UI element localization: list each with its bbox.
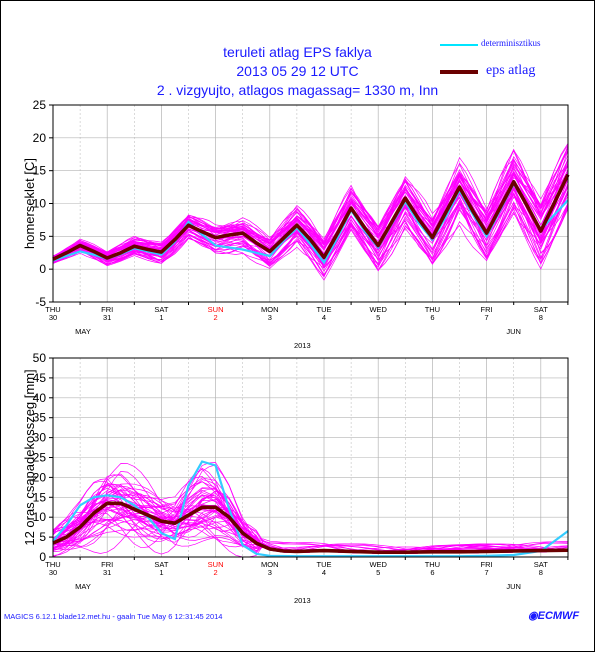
x-month-label-may: MAY	[75, 582, 91, 591]
ecmwf-globe-icon: ◉	[528, 610, 538, 622]
y-axis-label: homerseklet [C]	[22, 158, 37, 249]
x-day-label: THU	[45, 560, 60, 569]
x-month-label-jun: JUN	[506, 582, 521, 591]
x-year-label: 2013	[294, 341, 311, 350]
x-date-label: 6	[430, 568, 434, 577]
x-date-label: 8	[539, 568, 543, 577]
mean-series-line	[52, 501, 568, 555]
ensemble-member-line	[52, 467, 568, 554]
x-date-label: 3	[268, 313, 272, 322]
x-day-label: SUN	[208, 560, 224, 569]
ecmwf-logo-text: ECMWF	[537, 610, 580, 622]
y-tick-label: 15	[33, 164, 47, 178]
legend-deterministic-swatch	[440, 44, 478, 46]
x-date-label: 4	[322, 568, 326, 577]
ensemble-member-line	[52, 468, 568, 554]
x-date-label: 2	[214, 568, 218, 577]
ensemble-member-line	[52, 159, 569, 259]
x-day-label: THU	[425, 560, 440, 569]
ecmwf-logo: ◉ECMWF	[528, 609, 579, 622]
x-date-label: 7	[485, 313, 489, 322]
x-day-label: FRI	[101, 560, 113, 569]
x-date-label: 6	[430, 313, 434, 322]
x-day-label: FRI	[481, 560, 493, 569]
x-day-label: TUE	[317, 305, 332, 314]
deterministic-series-line	[52, 460, 569, 558]
x-day-label: SAT	[154, 560, 168, 569]
y-tick-label: 10	[33, 510, 47, 524]
x-day-label: FRI	[481, 305, 493, 314]
ensemble-member-line	[52, 485, 568, 554]
x-day-label: MON	[261, 305, 279, 314]
y-tick-label: 10	[33, 197, 47, 211]
y-tick-label: 20	[33, 470, 47, 484]
x-day-label: WED	[369, 305, 387, 314]
x-date-label: 31	[103, 313, 111, 322]
y-tick-label: 50	[33, 351, 47, 365]
x-month-label-jun: JUN	[506, 327, 521, 336]
legend-mean-label: eps atlag	[486, 63, 536, 78]
y-tick-label: 40	[33, 391, 47, 405]
chart-title-line3: 2 . vizgyujto, atlagos magassag= 1330 m,…	[156, 82, 439, 98]
x-day-label: SAT	[154, 305, 168, 314]
x-date-label: 7	[485, 568, 489, 577]
ensemble-member-line	[52, 485, 568, 554]
footer-text: MAGICS 6.12.1 blade12.met.hu - gaaln Tue…	[4, 612, 223, 621]
x-date-label: 5	[376, 568, 380, 577]
x-date-label: 30	[49, 568, 57, 577]
x-date-label: 5	[376, 313, 380, 322]
y-tick-label: 20	[33, 131, 47, 145]
y-tick-label: 45	[33, 371, 47, 385]
y-tick-label: 25	[33, 98, 47, 112]
x-date-label: 2	[214, 313, 218, 322]
x-date-label: 31	[103, 568, 111, 577]
ensemble-member-line	[52, 150, 569, 258]
x-date-label: 30	[49, 313, 57, 322]
x-date-label: 3	[268, 568, 272, 577]
y-tick-label: 5	[39, 530, 46, 544]
x-day-label: FRI	[101, 305, 113, 314]
ensemble-member-line	[52, 203, 569, 266]
x-day-label: THU	[425, 305, 440, 314]
y-tick-label: 35	[33, 411, 47, 425]
x-day-label: TUE	[317, 560, 332, 569]
x-year-label: 2013	[294, 596, 311, 605]
y-tick-label: 30	[33, 431, 47, 445]
x-date-label: 8	[539, 313, 543, 322]
y-tick-label: 5	[39, 229, 46, 243]
y-tick-label: 0	[39, 262, 46, 276]
x-day-label: THU	[45, 305, 60, 314]
mean-series-line	[52, 173, 570, 261]
y-axis-label: 12 oras csapadekosszeg [mm]	[22, 369, 37, 545]
x-day-label: WED	[369, 560, 387, 569]
chart-title-line2: 2013 05 29 12 UTC	[236, 63, 359, 79]
legend-deterministic-label: determinisztikus	[481, 38, 541, 48]
y-tick-label: -5	[35, 295, 46, 309]
ensemble-member-line	[52, 200, 569, 281]
y-tick-label: 25	[33, 451, 47, 465]
x-month-label-may: MAY	[75, 327, 91, 336]
x-day-label: SUN	[208, 305, 224, 314]
chart-title-line1: teruleti atlag EPS faklya	[223, 44, 372, 60]
ensemble-member-line	[52, 205, 569, 276]
ensemble-member-line	[52, 490, 568, 554]
x-date-label: 1	[159, 568, 163, 577]
x-date-label: 1	[159, 313, 163, 322]
y-tick-label: 15	[33, 490, 47, 504]
y-tick-label: 0	[39, 550, 46, 564]
x-day-label: SAT	[534, 560, 548, 569]
x-day-label: MON	[261, 560, 279, 569]
legend-mean-swatch	[440, 70, 478, 74]
ensemble-member-line	[52, 194, 569, 267]
ensemble-member-line	[52, 158, 569, 257]
x-day-label: SAT	[534, 305, 548, 314]
x-date-label: 4	[322, 313, 326, 322]
